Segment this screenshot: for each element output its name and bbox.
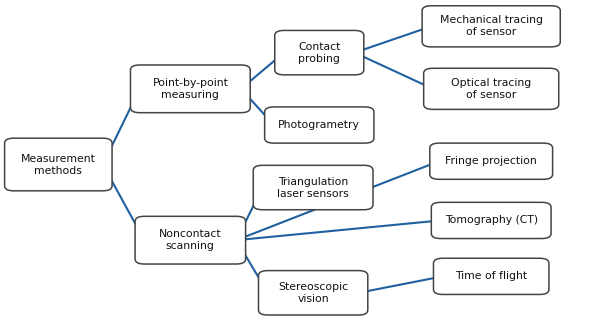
Text: Measurement
methods: Measurement methods [21,154,96,175]
Text: Time of flight: Time of flight [455,271,527,281]
Text: Fringe projection: Fringe projection [445,156,537,166]
FancyBboxPatch shape [432,202,551,239]
FancyBboxPatch shape [253,165,373,210]
FancyBboxPatch shape [265,107,374,143]
Text: Optical tracing
of sensor: Optical tracing of sensor [451,78,531,100]
FancyBboxPatch shape [422,6,560,47]
Text: Stereoscopic
vision: Stereoscopic vision [278,282,348,304]
Text: Triangulation
laser sensors: Triangulation laser sensors [278,177,349,198]
Text: Contact
probing: Contact probing [298,42,341,63]
FancyBboxPatch shape [258,270,368,315]
FancyBboxPatch shape [275,31,363,75]
FancyBboxPatch shape [135,216,246,264]
Text: Point-by-point
measuring: Point-by-point measuring [152,78,228,100]
FancyBboxPatch shape [130,65,251,113]
FancyBboxPatch shape [433,258,549,294]
FancyBboxPatch shape [430,143,553,179]
FancyBboxPatch shape [424,68,559,109]
Text: Tomography (CT): Tomography (CT) [445,215,538,225]
FancyBboxPatch shape [5,138,112,191]
Text: Mechanical tracing
of sensor: Mechanical tracing of sensor [440,15,543,37]
Text: Noncontact
scanning: Noncontact scanning [159,229,222,251]
Text: Photogrametry: Photogrametry [278,120,360,130]
